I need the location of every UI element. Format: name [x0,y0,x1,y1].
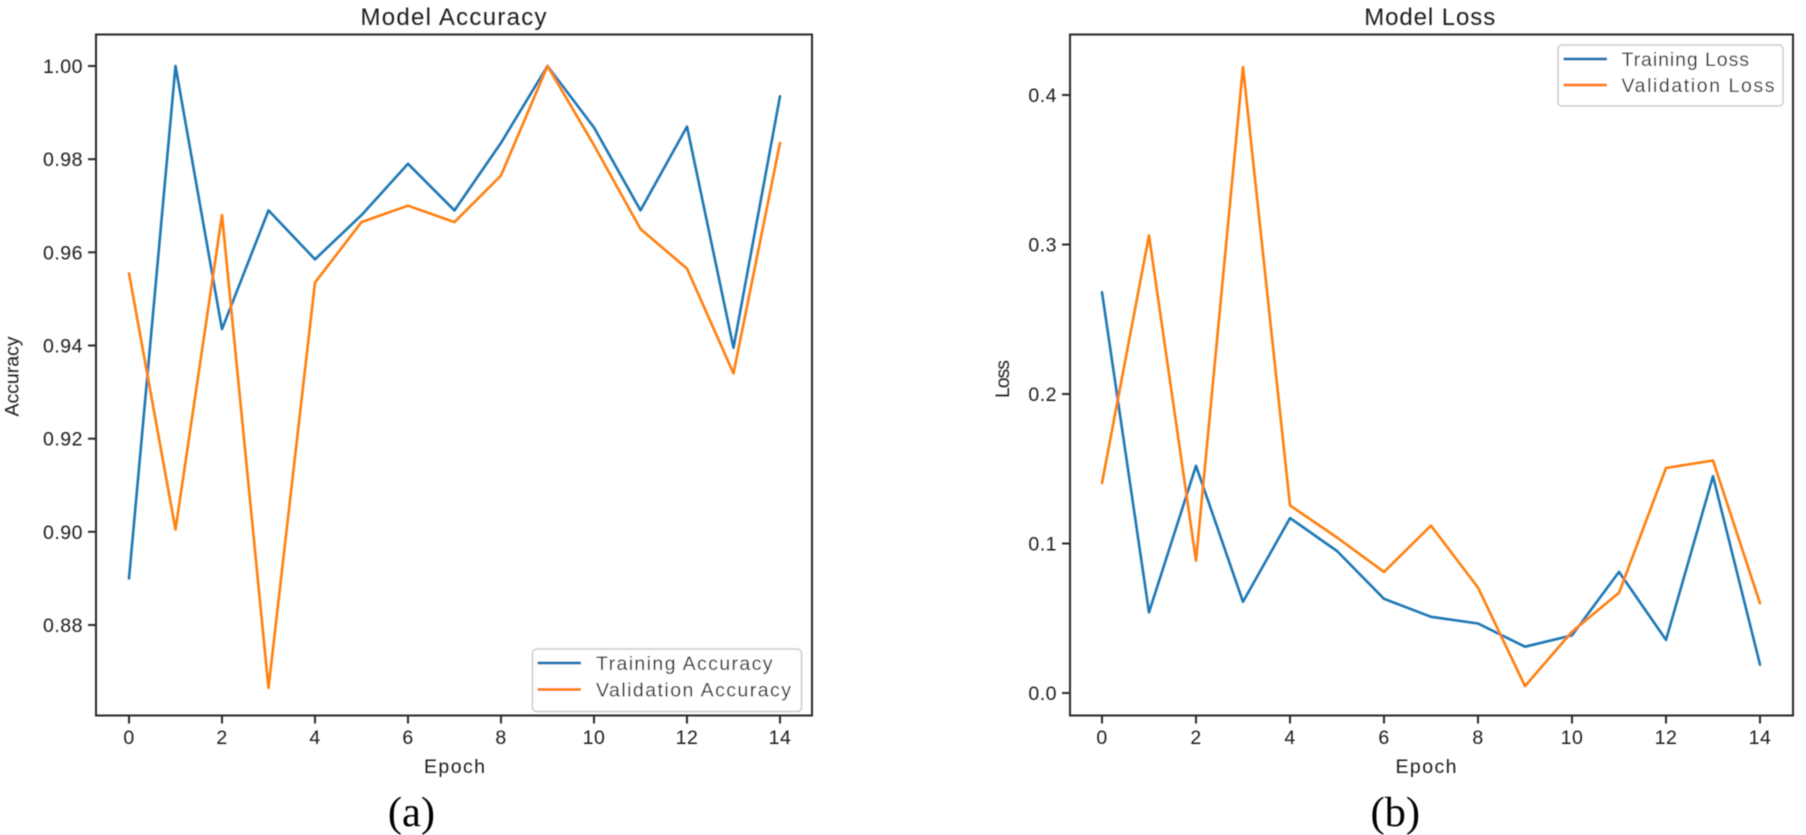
svg-text:0.98: 0.98 [43,149,83,171]
svg-text:(b): (b) [1371,789,1421,835]
svg-text:12: 12 [1655,727,1678,749]
svg-text:6: 6 [402,727,413,749]
svg-text:0.1: 0.1 [1028,534,1057,556]
svg-text:(a): (a) [388,789,435,835]
svg-text:Epoch: Epoch [424,756,485,778]
svg-text:0.4: 0.4 [1028,85,1057,107]
svg-text:Accuracy: Accuracy [2,336,24,416]
svg-text:4: 4 [1284,727,1295,749]
svg-text:14: 14 [769,727,792,749]
svg-text:0: 0 [1096,727,1107,749]
svg-text:0.94: 0.94 [43,336,83,358]
svg-text:14: 14 [1749,727,1772,749]
svg-text:Epoch: Epoch [1396,756,1457,778]
svg-text:0.92: 0.92 [43,429,83,451]
svg-text:0.88: 0.88 [43,615,83,637]
svg-text:0.96: 0.96 [43,242,83,264]
svg-text:0: 0 [123,727,134,749]
svg-text:0.3: 0.3 [1028,235,1057,257]
svg-text:Loss: Loss [992,360,1014,398]
svg-text:8: 8 [495,727,506,749]
svg-text:Training Accuracy: Training Accuracy [596,653,773,675]
svg-text:Model Loss: Model Loss [1364,4,1495,31]
svg-text:1.00: 1.00 [43,56,83,78]
svg-text:Validation Loss: Validation Loss [1622,75,1775,97]
svg-text:0.0: 0.0 [1028,683,1057,705]
svg-text:Model Accuracy: Model Accuracy [361,4,547,31]
svg-text:8: 8 [1472,727,1483,749]
svg-text:0.2: 0.2 [1028,384,1057,406]
svg-text:Training Loss: Training Loss [1622,49,1750,71]
svg-text:10: 10 [583,727,606,749]
svg-text:12: 12 [676,727,699,749]
svg-text:2: 2 [1190,727,1201,749]
svg-text:10: 10 [1561,727,1584,749]
svg-text:6: 6 [1378,727,1389,749]
svg-text:4: 4 [309,727,320,749]
svg-text:0.90: 0.90 [43,522,83,544]
svg-text:2: 2 [216,727,227,749]
